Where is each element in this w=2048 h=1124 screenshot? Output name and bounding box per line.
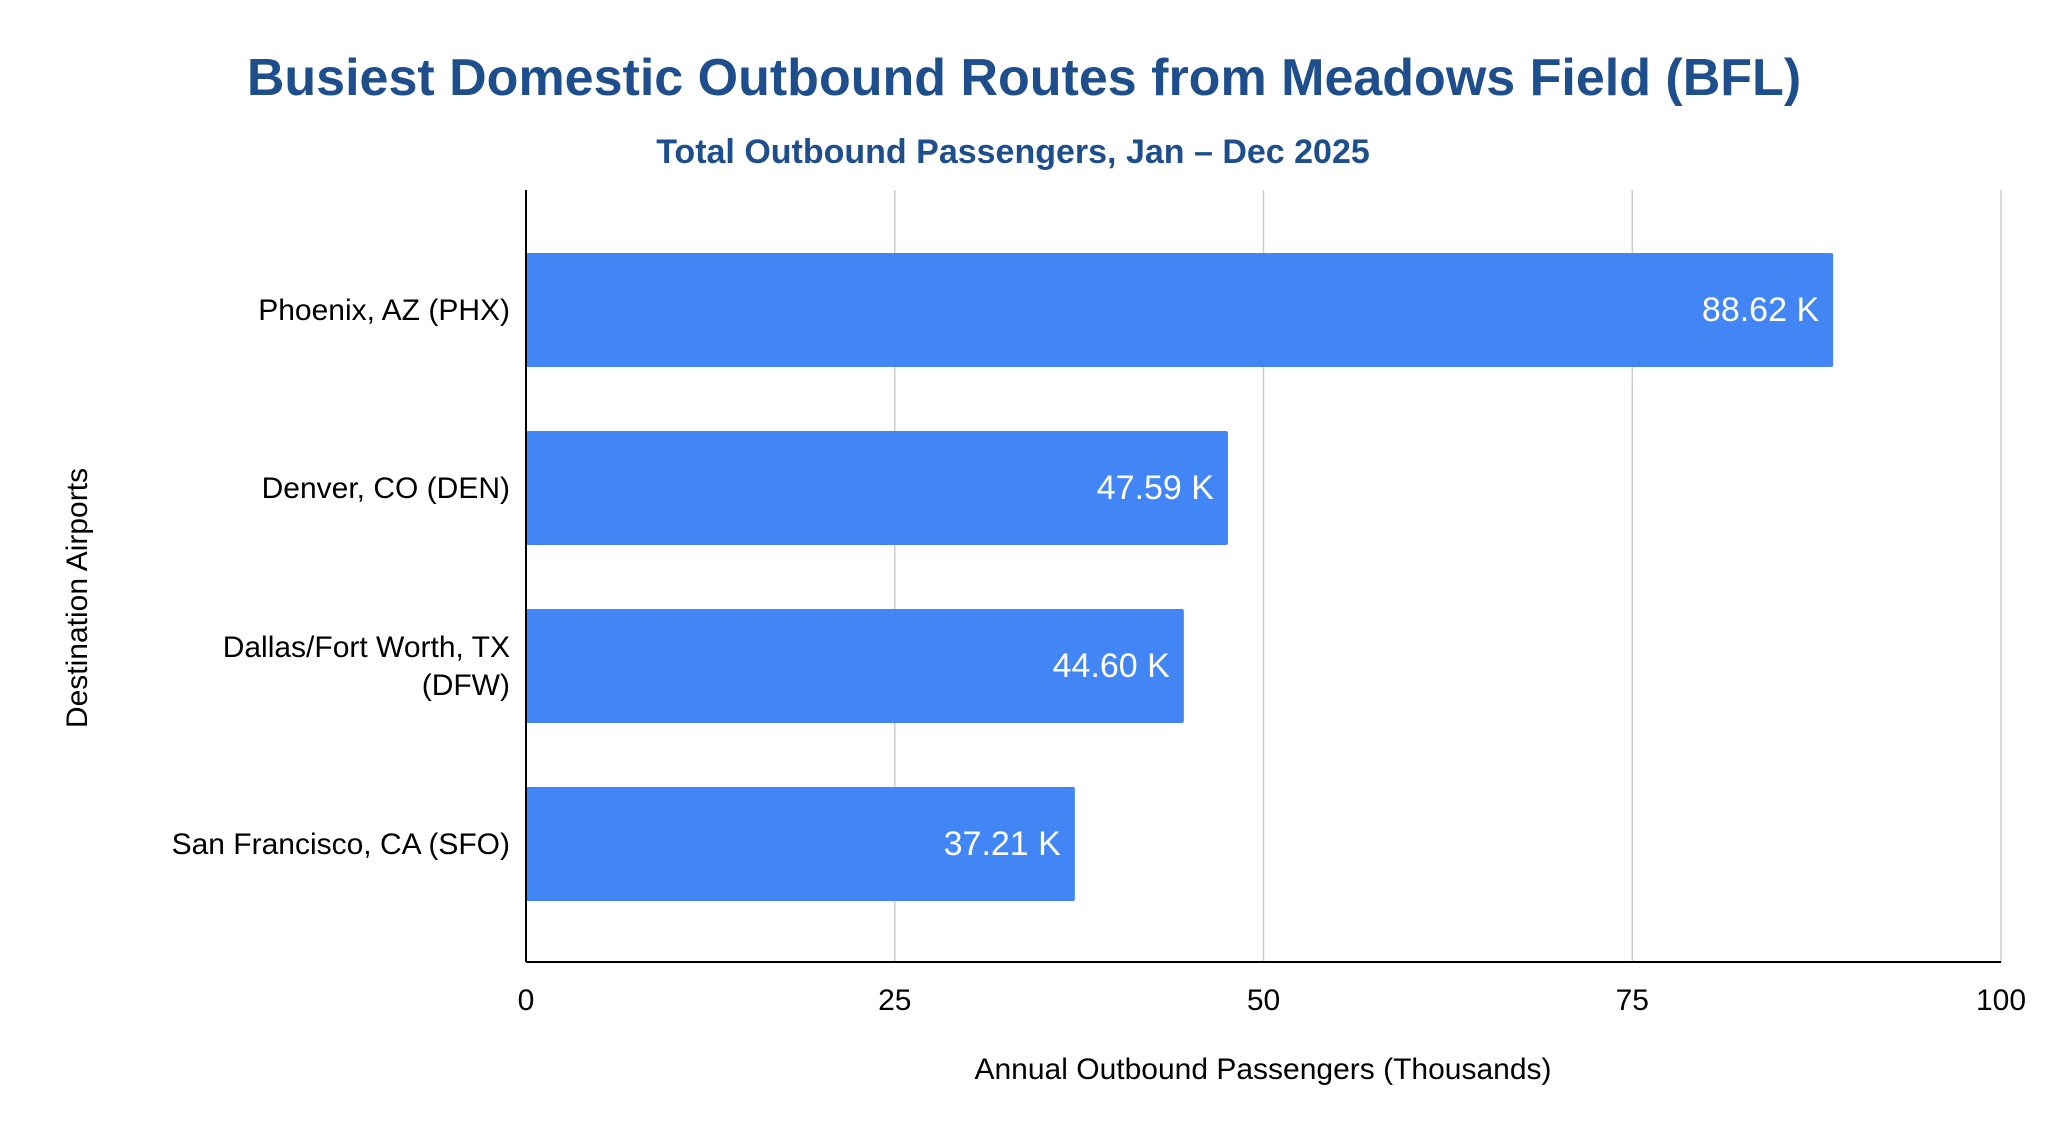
category-label: San Francisco, CA (SFO) [172,828,510,861]
x-tick-label: 50 [1247,984,1280,1017]
y-axis-title: Destination Airports [61,468,94,728]
bar [526,609,1184,723]
chart-title: Busiest Domestic Outbound Routes from Me… [247,49,1801,107]
category-label: Phoenix, AZ (PHX) [258,294,510,327]
chart-subtitle: Total Outbound Passengers, Jan – Dec 202… [656,133,1370,171]
bars [526,253,1834,901]
category-label: Denver, CO (DEN) [262,472,510,505]
category-label: (DFW) [422,669,510,702]
data-label: 44.60 K [1053,647,1171,685]
labels: 0 25 50 75 100 88.62 K Phoenix, AZ (PHX) 47.59 … [172,291,2026,1017]
x-tick-label: 25 [878,984,911,1017]
data-label: 88.62 K [1702,291,1820,329]
bar [526,431,1228,545]
x-tick-label: 75 [1616,984,1649,1017]
axes [525,190,2001,963]
bar [526,253,1834,367]
x-tick-label: 100 [1976,984,2026,1017]
bar [526,787,1075,901]
data-label: 37.21 K [944,825,1062,863]
data-label: 47.59 K [1097,469,1215,507]
x-tick-label: 0 [518,984,535,1017]
x-axis-title: Annual Outbound Passengers (Thousands) [974,1053,1551,1086]
category-label: Dallas/Fort Worth, TX [223,631,510,664]
